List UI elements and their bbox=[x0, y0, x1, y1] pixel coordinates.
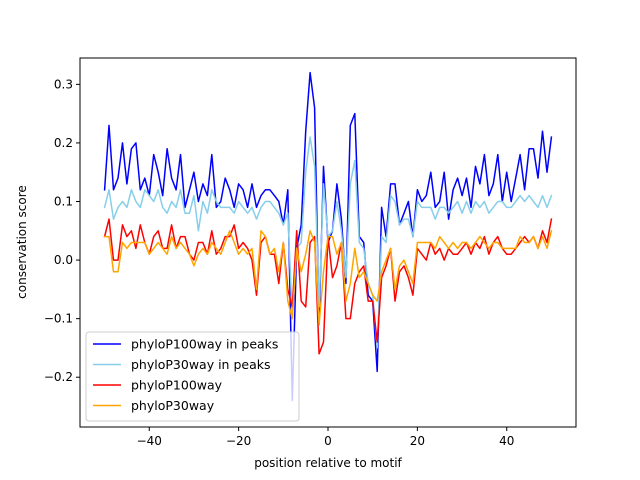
x-tick-label: 40 bbox=[499, 434, 514, 448]
series-line-4 bbox=[103, 229, 553, 326]
x-tick-label: −20 bbox=[226, 434, 251, 448]
x-tick-label: 20 bbox=[410, 434, 425, 448]
y-tick-label: −0.2 bbox=[44, 370, 73, 384]
y-tick-label: −0.1 bbox=[44, 312, 73, 326]
x-axis-ticks: −40 −20 0 20 40 bbox=[137, 427, 514, 448]
y-axis-label: conservation score bbox=[15, 185, 29, 299]
plot-area bbox=[103, 71, 553, 402]
y-tick-label: 0.2 bbox=[54, 136, 73, 150]
x-tick-label: −40 bbox=[137, 434, 162, 448]
legend-label-4: phyloP30way bbox=[131, 398, 215, 413]
y-tick-label: 0.0 bbox=[54, 253, 73, 267]
legend-label-1: phyloP100way in peaks bbox=[131, 337, 278, 352]
y-tick-label: 0.3 bbox=[54, 77, 73, 91]
legend: phyloP100way in peaks phyloP30way in peak… bbox=[85, 331, 300, 422]
legend-box bbox=[85, 331, 300, 422]
x-axis-label: position relative to motif bbox=[254, 456, 402, 470]
y-axis-ticks: −0.2 −0.1 0.0 0.1 0.2 0.3 bbox=[44, 77, 80, 384]
series-layer bbox=[103, 71, 553, 402]
legend-label-3: phyloP100way bbox=[131, 378, 223, 393]
x-tick-label: 0 bbox=[324, 434, 332, 448]
legend-label-2: phyloP30way in peaks bbox=[131, 357, 270, 372]
y-tick-label: 0.1 bbox=[54, 195, 73, 209]
